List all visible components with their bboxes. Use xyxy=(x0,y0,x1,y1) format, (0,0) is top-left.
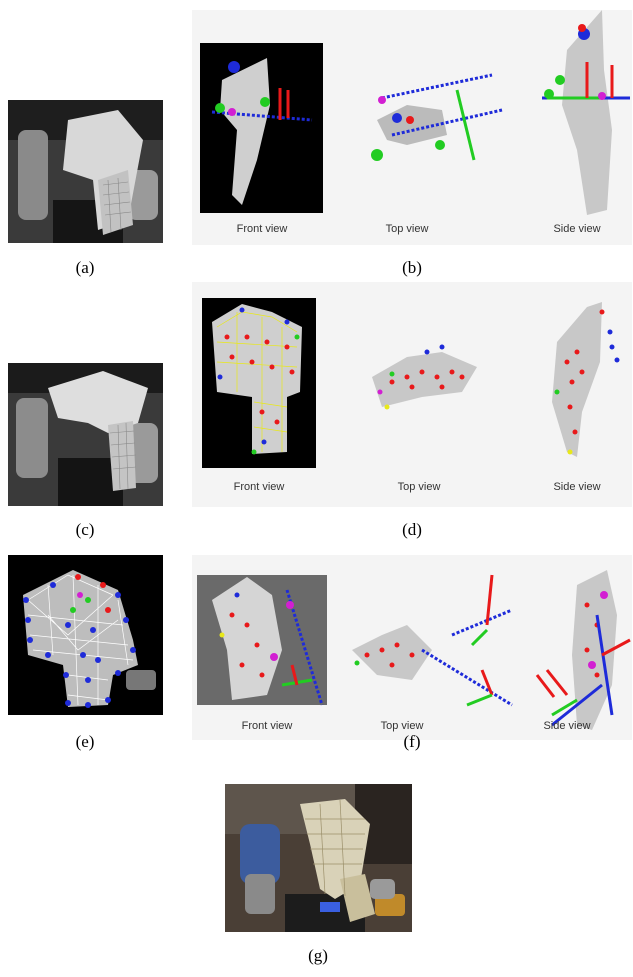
panel-d: Front view Top view Side view xyxy=(192,282,632,507)
panel-f: Front view Top view Side view xyxy=(192,555,632,740)
f-top-red-axis-2 xyxy=(480,669,494,696)
b-front-view-label: Front view xyxy=(236,223,288,235)
d-front-cloth xyxy=(212,304,302,454)
f-top-cloth xyxy=(352,625,432,680)
f-front-magenta-point-2 xyxy=(270,653,278,661)
caption-d: (d) xyxy=(402,520,422,539)
f-side-points xyxy=(584,591,608,678)
f-front-red-axis xyxy=(290,664,299,686)
b-front-cloth xyxy=(220,58,270,205)
b-top-blue-axis-2 xyxy=(391,108,503,137)
f-top-green-axis-2 xyxy=(466,693,493,707)
f-top-blue-axis-2 xyxy=(451,608,513,637)
f-front-blue-axis xyxy=(285,589,324,706)
b-top-blue-axis xyxy=(381,73,493,100)
b-side-magenta-point xyxy=(598,92,606,100)
f-front-points xyxy=(219,592,265,678)
panel-e-graphics xyxy=(8,555,163,715)
f-side-red-axis xyxy=(545,669,569,696)
f-side-red-axis-2 xyxy=(535,674,556,698)
d-top-cloth xyxy=(372,352,477,407)
d-front-view-label: Front view xyxy=(233,481,285,493)
d-side-view-label: Side view xyxy=(553,481,601,493)
b-side-green-point xyxy=(555,75,565,85)
caption-c: (c) xyxy=(75,520,95,539)
panel-e-mesh xyxy=(8,555,163,715)
f-side-view-label: Side view xyxy=(543,720,591,732)
caption-a: (a) xyxy=(75,258,95,277)
b-top-red-point xyxy=(406,116,414,124)
f-top-red-axis xyxy=(485,574,494,626)
b-front-magenta-point xyxy=(228,108,236,116)
d-top-view-label: Top view xyxy=(397,481,441,493)
b-top-view-label: Top view xyxy=(385,223,429,235)
f-side-green-axis xyxy=(551,698,578,717)
b-front-blue-point xyxy=(228,61,240,73)
panel-d-graphics xyxy=(202,298,620,468)
photo-a-robot-grasping-cloth xyxy=(8,100,163,243)
photo-c-illustration xyxy=(8,363,163,506)
d-top-points xyxy=(377,344,465,410)
b-top-green-point xyxy=(371,149,383,161)
d-front-points xyxy=(217,307,300,455)
f-top-points xyxy=(354,642,415,668)
caption-b: (b) xyxy=(402,258,422,277)
e-points xyxy=(70,574,111,613)
b-top-magenta-point xyxy=(378,96,386,104)
f-side-red-axis-3 xyxy=(601,638,631,657)
f-front-view-label: Front view xyxy=(241,720,293,732)
e-gripper xyxy=(126,670,156,690)
f-top-blue-axis xyxy=(421,648,513,707)
panel-b: Front view Top view Side view xyxy=(192,10,632,245)
caption-e: (e) xyxy=(75,732,95,751)
d-side-points xyxy=(554,309,620,455)
b-side-view-label: Side view xyxy=(553,223,601,235)
caption-f: (f) xyxy=(403,732,421,751)
b-top-blue-point xyxy=(392,113,402,123)
b-front-green-point-2 xyxy=(260,97,270,107)
f-front-magenta-point xyxy=(286,601,294,609)
f-front-cloth xyxy=(212,577,282,700)
photo-a-illustration xyxy=(8,100,163,243)
caption-g: (g) xyxy=(308,946,328,965)
photo-g-robot-color xyxy=(225,784,412,932)
b-top-green-point-2 xyxy=(435,140,445,150)
b-side-red-point xyxy=(578,24,586,32)
e-cloth xyxy=(23,570,138,707)
d-side-cloth xyxy=(552,302,602,457)
f-side-blue-axis-2 xyxy=(595,614,614,716)
b-side-cloth xyxy=(562,10,612,215)
d-front-mesh xyxy=(216,311,298,452)
f-top-view-label: Top view xyxy=(380,720,424,732)
photo-g-illustration xyxy=(225,784,412,932)
photo-c-robot-grasping-cloth xyxy=(8,363,163,506)
b-side-green-point-2 xyxy=(544,89,554,99)
b-front-green-point xyxy=(215,103,225,113)
b-top-green-axis xyxy=(455,89,476,161)
panel-f-graphics xyxy=(197,570,631,730)
f-side-blue-axis xyxy=(551,683,603,727)
e-border-points xyxy=(23,582,136,708)
f-top-green-axis xyxy=(470,628,489,647)
f-side-cloth xyxy=(572,570,617,730)
panel-b-graphics xyxy=(200,10,630,215)
